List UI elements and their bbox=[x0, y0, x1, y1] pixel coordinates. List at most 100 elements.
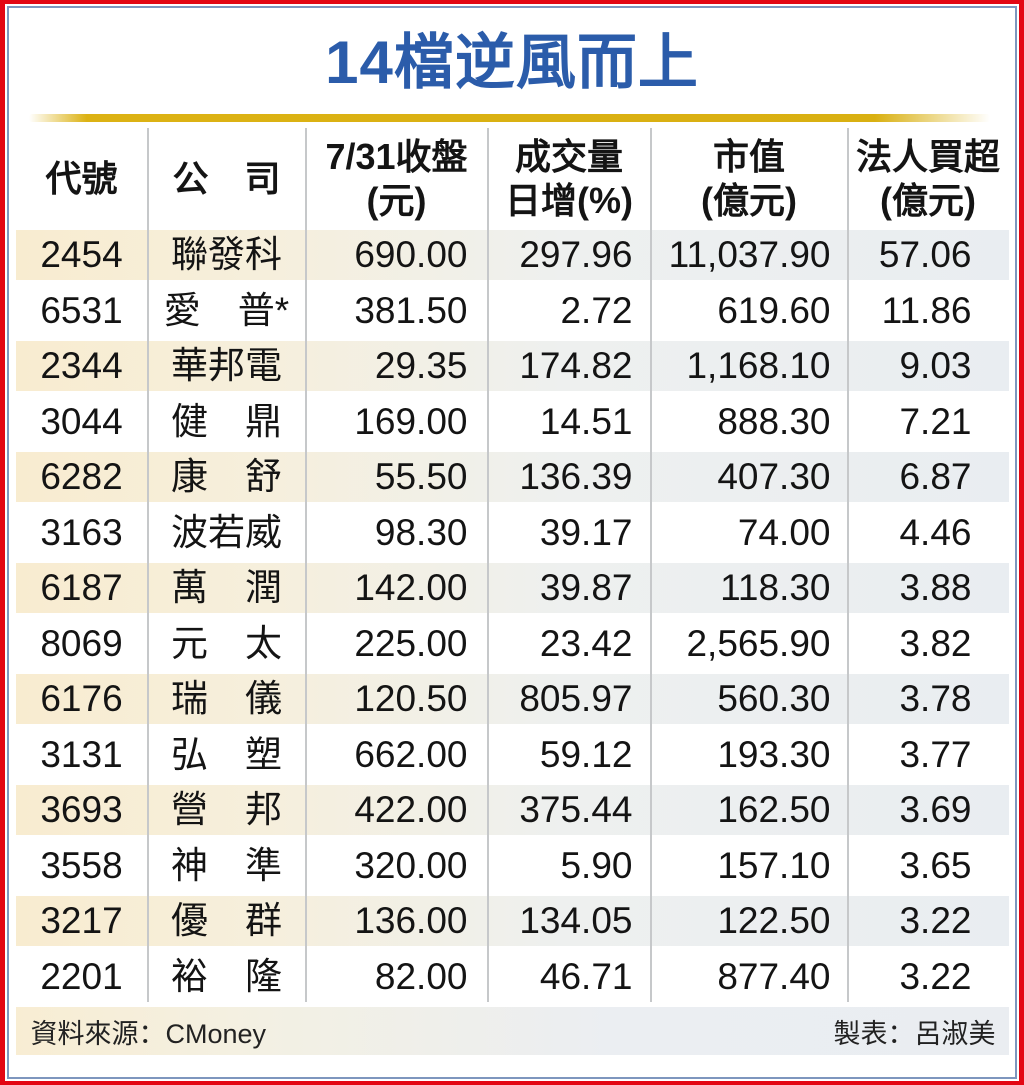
column-separator bbox=[486, 128, 489, 1002]
column-separator bbox=[649, 128, 652, 1002]
cell-mcap: 157.10 bbox=[717, 844, 831, 886]
cell-net: 6.87 bbox=[899, 456, 972, 497]
cell-net: 3.77 bbox=[899, 733, 972, 775]
cell-mcap: 407.30 bbox=[717, 456, 831, 497]
cell-net: 3.22 bbox=[899, 900, 972, 941]
cell-close: 225.00 bbox=[354, 622, 468, 664]
cell-volume: 5.90 bbox=[560, 844, 633, 886]
credit-label: 製表：呂淑美 bbox=[833, 1018, 996, 1049]
cell-close: 169.00 bbox=[354, 400, 468, 442]
header-mcap: 市值 (億元) bbox=[651, 135, 848, 223]
table-row: 3044 健 鼎 169.00 14.51 888.30 7.21 bbox=[16, 397, 1009, 447]
header-mcap-line2: (億元) bbox=[701, 180, 797, 221]
cell-volume: 2.72 bbox=[560, 289, 633, 331]
cell-close: 320.00 bbox=[354, 844, 468, 886]
cell-volume: 297.96 bbox=[519, 234, 633, 275]
cell-company: 優 群 bbox=[171, 900, 282, 941]
cell-close: 55.50 bbox=[374, 456, 468, 497]
cell-volume: 39.17 bbox=[539, 511, 633, 553]
white-gap-frame: 14檔逆風而上 代號 公 司 7/31收盤 ( bbox=[5, 4, 1019, 1081]
cell-net: 3.65 bbox=[899, 844, 972, 886]
cell-close: 136.00 bbox=[354, 900, 468, 941]
cell-mcap: 193.30 bbox=[717, 733, 831, 775]
table-row: 2201 裕 隆 82.00 46.71 877.40 3.22 bbox=[16, 952, 1009, 1002]
cell-company: 愛 普* bbox=[163, 289, 290, 331]
header-close-line2: (元) bbox=[366, 180, 427, 221]
table-row: 6176 瑞 儀 120.50 805.97 560.30 3.78 bbox=[15, 674, 1009, 724]
cell-mcap: 619.60 bbox=[717, 289, 831, 331]
cell-code: 6176 bbox=[40, 678, 123, 719]
cell-mcap: 2,565.90 bbox=[686, 622, 831, 664]
cell-company: 裕 隆 bbox=[171, 955, 282, 997]
table-row: 6282 康 舒 55.50 136.39 407.30 6.87 bbox=[15, 452, 1009, 502]
cell-code: 3131 bbox=[40, 733, 123, 775]
cell-close: 98.30 bbox=[374, 511, 468, 553]
cell-close: 120.50 bbox=[354, 678, 468, 719]
cell-mcap: 162.50 bbox=[717, 789, 831, 830]
cell-mcap: 74.00 bbox=[737, 511, 831, 553]
cell-close: 690.00 bbox=[354, 234, 468, 275]
cell-company: 波若威 bbox=[171, 511, 282, 553]
cell-volume: 39.87 bbox=[539, 567, 633, 608]
cell-mcap: 1,168.10 bbox=[686, 345, 831, 386]
cell-company: 神 準 bbox=[171, 844, 282, 886]
cell-company: 瑞 儀 bbox=[171, 678, 282, 719]
cell-code: 3217 bbox=[40, 900, 123, 941]
header-volume-line2: 日增(%) bbox=[505, 180, 633, 221]
cell-volume: 59.12 bbox=[539, 733, 633, 775]
table-row: 3131 弘 塑 662.00 59.12 193.30 3.77 bbox=[16, 730, 1009, 780]
cell-net: 3.88 bbox=[899, 567, 972, 608]
cell-volume: 134.05 bbox=[519, 900, 633, 941]
header-net: 法人買超 (億元) bbox=[848, 135, 1009, 223]
cell-company: 聯發科 bbox=[171, 234, 282, 275]
cell-volume: 375.44 bbox=[519, 789, 633, 830]
cell-code: 2201 bbox=[40, 955, 123, 997]
cell-company: 健 鼎 bbox=[171, 400, 282, 442]
header-company: 公 司 bbox=[148, 157, 306, 201]
cell-close: 29.35 bbox=[374, 345, 468, 386]
cell-code: 3558 bbox=[40, 844, 123, 886]
header-net-line2: (億元) bbox=[880, 180, 976, 221]
cell-company: 營 邦 bbox=[171, 789, 282, 830]
cell-volume: 136.39 bbox=[519, 456, 633, 497]
cell-volume: 805.97 bbox=[519, 678, 633, 719]
cell-code: 6282 bbox=[40, 456, 123, 497]
cell-volume: 174.82 bbox=[519, 345, 633, 386]
table-row: 2344 華邦電 29.35 174.82 1,168.10 9.03 bbox=[15, 341, 1009, 391]
header-close-line1: 7/31收盤 bbox=[325, 136, 468, 177]
cell-net: 7.21 bbox=[899, 400, 972, 442]
cell-company: 萬 潤 bbox=[171, 567, 282, 608]
table-row: 3558 神 準 320.00 5.90 157.10 3.65 bbox=[16, 841, 1009, 891]
cell-code: 6187 bbox=[40, 567, 123, 608]
cell-close: 381.50 bbox=[354, 289, 468, 331]
cell-close: 422.00 bbox=[354, 789, 468, 830]
cell-mcap: 888.30 bbox=[717, 400, 831, 442]
cell-mcap: 118.30 bbox=[720, 567, 831, 608]
table-row: 6531 愛 普* 381.50 2.72 619.60 11.86 bbox=[16, 286, 1009, 336]
cell-code: 8069 bbox=[40, 622, 123, 664]
cell-company: 弘 塑 bbox=[171, 733, 282, 775]
table-row: 8069 元 太 225.00 23.42 2,565.90 3.82 bbox=[16, 619, 1009, 669]
column-separator bbox=[304, 128, 307, 1002]
cell-company: 華邦電 bbox=[171, 345, 282, 386]
header-mcap-line1: 市值 bbox=[712, 136, 785, 177]
cell-code: 3044 bbox=[40, 400, 123, 442]
cell-net: 9.03 bbox=[899, 345, 972, 386]
cell-close: 142.00 bbox=[354, 567, 468, 608]
header-company-label: 公 司 bbox=[172, 158, 281, 199]
cell-net: 3.78 bbox=[899, 678, 972, 719]
cell-code: 2344 bbox=[40, 345, 123, 386]
header-code-label: 代號 bbox=[45, 158, 118, 199]
cell-net: 3.22 bbox=[899, 955, 972, 997]
stock-table: 代號 公 司 7/31收盤 (元) 成交量 日增(%) 市值 bbox=[15, 128, 1009, 1002]
cell-code: 3163 bbox=[40, 511, 123, 553]
cell-net: 3.82 bbox=[899, 622, 972, 664]
cell-net: 4.46 bbox=[899, 511, 972, 553]
cell-company: 元 太 bbox=[171, 622, 282, 664]
cell-code: 6531 bbox=[40, 289, 123, 331]
table-row: 3693 營 邦 422.00 375.44 162.50 3.69 bbox=[15, 785, 1009, 835]
table-row: 6187 萬 潤 142.00 39.87 118.30 3.88 bbox=[15, 563, 1009, 613]
cell-code: 3693 bbox=[40, 789, 123, 830]
cell-code: 2454 bbox=[40, 234, 123, 275]
